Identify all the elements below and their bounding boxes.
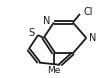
Text: N: N (89, 33, 97, 43)
Text: Me: Me (47, 66, 61, 75)
Text: Cl: Cl (83, 7, 93, 17)
Text: N: N (43, 16, 51, 26)
Text: S: S (28, 28, 34, 38)
